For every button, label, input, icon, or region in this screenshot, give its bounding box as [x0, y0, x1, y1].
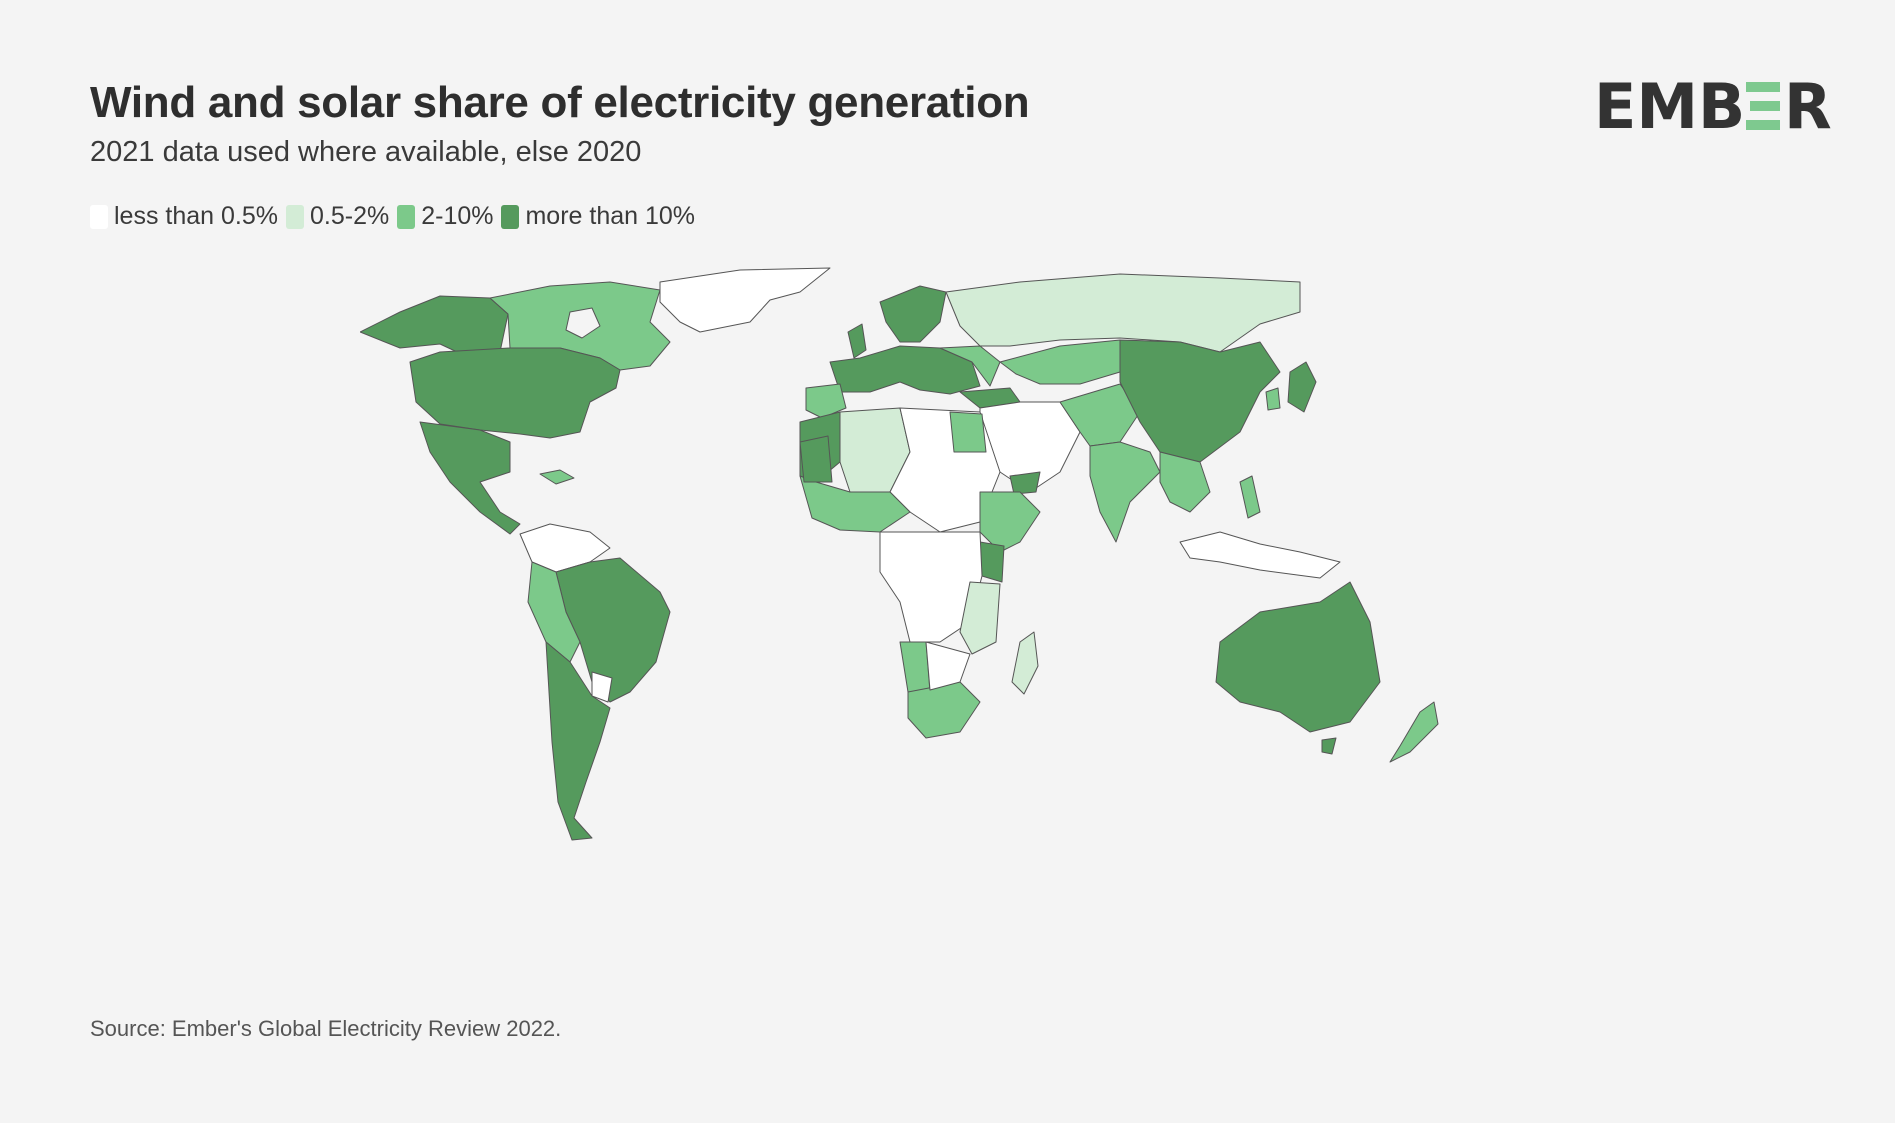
region-alaska — [360, 295, 509, 359]
region-scandinavia — [879, 285, 947, 343]
map-subtitle: 2021 data used where available, else 202… — [90, 136, 642, 168]
region-west-africa — [799, 475, 911, 533]
logo-text-r: R — [1784, 76, 1832, 134]
legend-label: more than 10% — [525, 202, 696, 230]
region-namibia — [899, 641, 931, 693]
region-central-africa — [879, 531, 983, 643]
legend-item-lt05: less than 0.5% — [90, 202, 278, 231]
region-paraguay — [591, 671, 613, 703]
region-peru-bolivia — [527, 561, 581, 663]
region-egypt — [949, 411, 987, 453]
legend: less than 0.5% 0.5-2% 2-10% more than 10… — [90, 202, 703, 231]
region-hudson-bay — [565, 307, 601, 339]
region-indonesia — [1179, 531, 1341, 579]
region-mauritania — [799, 435, 833, 483]
region-japan — [1287, 361, 1317, 413]
region-europe — [829, 345, 981, 395]
legend-item-2-10: 2-10% — [397, 202, 493, 231]
region-eastern-europe — [939, 345, 1001, 387]
region-argentina-chile — [545, 641, 611, 841]
world-map — [360, 267, 1439, 841]
legend-label: 0.5-2% — [310, 202, 390, 230]
region-india — [1089, 441, 1161, 543]
region-south-africa — [907, 681, 981, 739]
ember-logo: EMB R — [1594, 76, 1832, 134]
region-greenland — [659, 267, 831, 333]
legend-swatch-2-10 — [397, 204, 416, 229]
region-korea — [1265, 387, 1281, 411]
region-yemen — [1009, 471, 1041, 495]
region-tasmania — [1321, 737, 1337, 755]
region-madagascar — [1011, 631, 1039, 695]
legend-item-05-2: 0.5-2% — [286, 202, 389, 231]
legend-swatch-05-2 — [286, 204, 304, 229]
region-philippines — [1239, 475, 1261, 519]
region-east-africa-south — [959, 581, 1001, 655]
source-note: Source: Ember's Global Electricity Revie… — [90, 1016, 562, 1041]
legend-label: less than 0.5% — [114, 202, 278, 230]
region-uk — [847, 323, 867, 359]
region-central-asia — [999, 339, 1121, 385]
legend-swatch-lt05 — [90, 204, 108, 229]
region-kenya — [979, 541, 1005, 583]
region-mexico — [419, 421, 521, 535]
map-title: Wind and solar share of electricity gene… — [90, 78, 1030, 127]
logo-accent-e — [1746, 82, 1780, 130]
legend-item-gt10: more than 10% — [501, 202, 695, 231]
region-australia — [1215, 581, 1381, 733]
legend-swatch-gt10 — [501, 204, 520, 229]
region-southern-africa-inner — [925, 641, 971, 691]
logo-text-em: EMB — [1594, 76, 1745, 134]
legend-label: 2-10% — [421, 202, 494, 230]
region-china — [1119, 339, 1281, 463]
region-new-zealand — [1389, 701, 1439, 763]
region-southeast-asia — [1159, 451, 1211, 513]
region-caribbean — [539, 469, 575, 485]
